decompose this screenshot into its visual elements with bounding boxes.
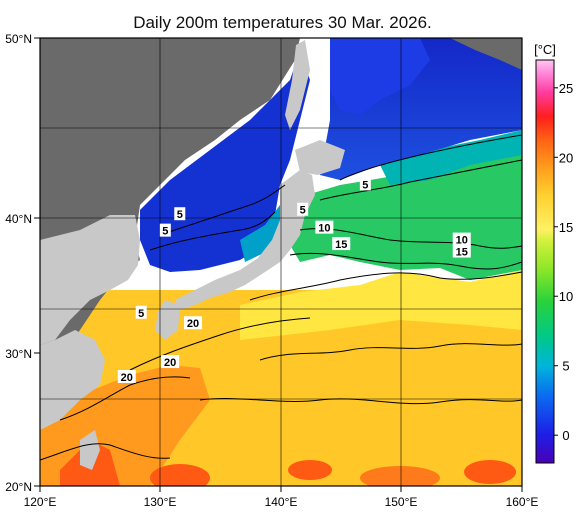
contour-label: 10	[452, 232, 471, 247]
kyushu	[155, 300, 180, 340]
contour-label-text: 15	[335, 239, 347, 251]
contour-lines	[40, 134, 522, 461]
axis-ticks	[34, 37, 523, 492]
lat-label-30: 30°N	[5, 347, 32, 361]
contour-label-text: 20	[187, 318, 199, 330]
lat-label-40: 40°N	[5, 212, 32, 226]
lon-label-130: 130°E	[144, 495, 177, 509]
ocean-cyan-zone	[380, 130, 522, 185]
contour-label-text: 15	[456, 247, 468, 259]
contour-label: 15	[332, 237, 351, 251]
taiwan	[80, 430, 100, 470]
contour-label-text: 5	[362, 179, 368, 191]
contour-label: 5	[135, 305, 147, 320]
colorbar-tick-label: 25	[559, 81, 573, 96]
colorbar-tick-label: 15	[559, 220, 573, 235]
contour-label: 10	[315, 220, 334, 235]
sea-of-japan-cyan-edge	[240, 205, 285, 262]
contour-label: 5	[159, 223, 171, 238]
colorbar-ticks: 0 5 10 15 20 25	[554, 81, 573, 443]
contour-label-text: 5	[162, 226, 168, 238]
korea-peninsula	[40, 215, 140, 345]
contour-label: 5	[359, 177, 371, 191]
lon-label-120: 120°E	[24, 495, 57, 509]
contour-label-text: 5	[138, 308, 144, 320]
hokkaido	[295, 140, 345, 175]
ocean-kuroshio-band	[240, 270, 522, 340]
japan-honshu	[175, 170, 315, 310]
lon-label-160: 160°E	[506, 495, 539, 509]
lon-label-140: 140°E	[265, 495, 298, 509]
lat-label-20: 20°N	[5, 480, 32, 494]
contour-label-text: 20	[121, 372, 133, 384]
contour-label: 5	[297, 202, 309, 217]
kamchatka	[450, 38, 522, 70]
colorbar-unit: [°C]	[534, 42, 556, 57]
contour-label: 20	[184, 316, 203, 330]
contour-label-text: 20	[164, 357, 176, 369]
asia-mainland	[40, 38, 300, 390]
contour-label: 5	[174, 207, 186, 221]
map-title: Daily 200m temperatures 30 Mar. 2026.	[133, 13, 432, 32]
colorbar-tick-label: 20	[559, 150, 573, 165]
colorbar-tick-label: 5	[562, 359, 569, 374]
contour-label-text: 5	[177, 209, 183, 221]
lat-label-50: 50°N	[5, 32, 32, 46]
contour-label-text: 10	[456, 235, 468, 247]
colorbar-tick-label: 10	[559, 289, 573, 304]
china-coast	[40, 330, 105, 430]
contour-label: 15	[452, 244, 471, 259]
ocean-hot-eddy-1	[150, 464, 210, 486]
ocean-hot-eddy-2	[288, 460, 332, 480]
colorbar-tick-label: 0	[562, 428, 569, 443]
contour-label-text: 5	[300, 205, 306, 217]
contour-label-text: 10	[318, 223, 330, 235]
ocean-hot-eddy-4	[464, 460, 516, 484]
colorbar	[535, 59, 555, 464]
sakhalin	[285, 40, 310, 130]
contour-label: 20	[117, 369, 136, 384]
lon-label-150: 150°E	[385, 495, 418, 509]
ocean-hot-eddy-3	[360, 466, 440, 486]
contour-label: 20	[161, 355, 180, 369]
sea-of-okhotsk	[330, 38, 430, 115]
